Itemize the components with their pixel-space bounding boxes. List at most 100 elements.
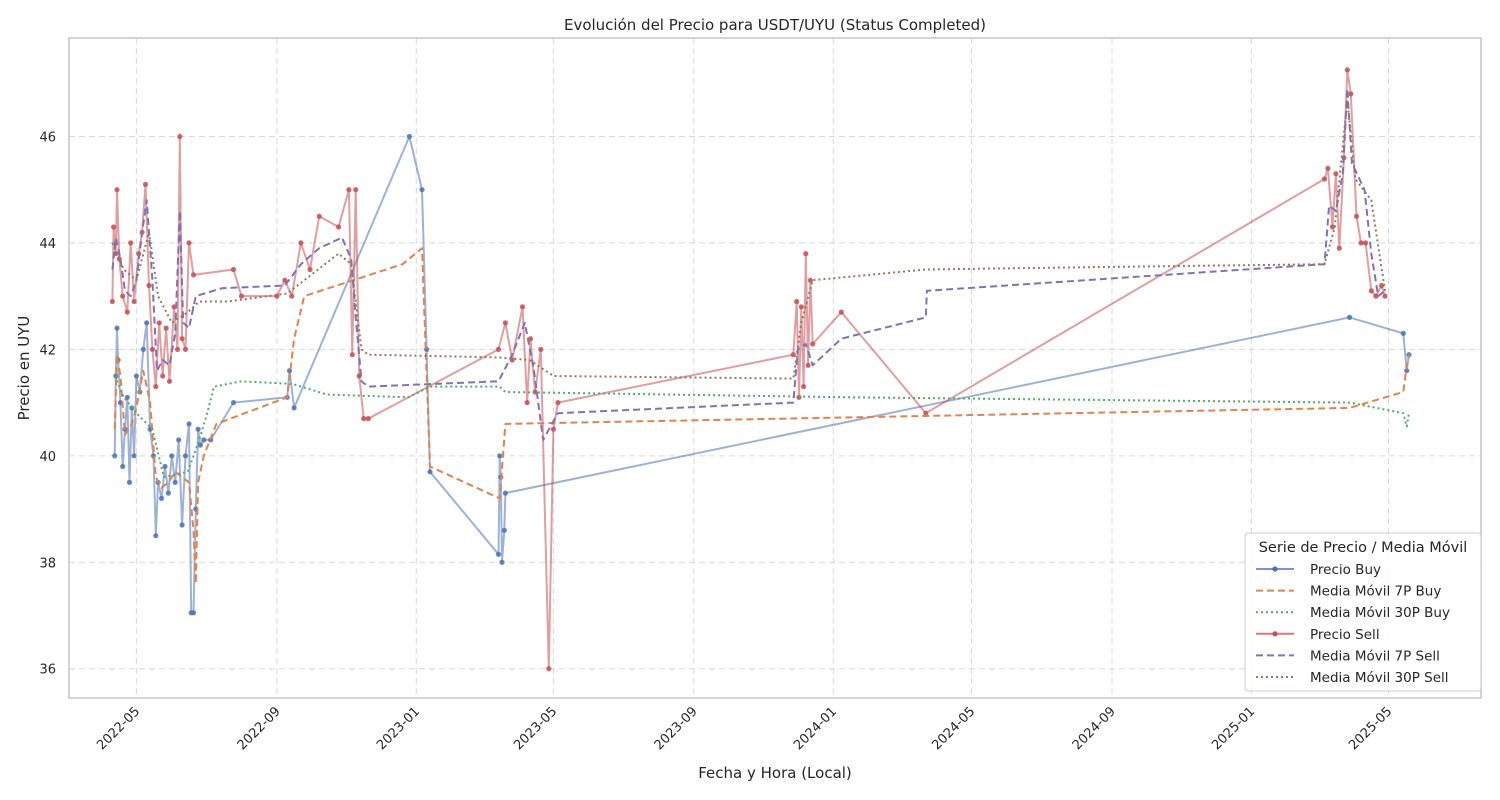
data-point — [807, 277, 814, 283]
data-point — [502, 490, 508, 496]
legend-label: Precio Buy — [1310, 562, 1381, 578]
data-point — [230, 400, 237, 406]
data-point — [349, 352, 355, 358]
data-point — [307, 266, 313, 273]
x-tick-label: 2024-05 — [929, 704, 978, 753]
plot-series — [109, 67, 1412, 672]
y-tick-label: 36 — [39, 663, 56, 678]
data-point — [495, 551, 502, 557]
data-point — [1379, 282, 1385, 289]
data-point — [190, 610, 197, 616]
data-point — [427, 469, 433, 475]
data-point — [353, 187, 359, 193]
data-point — [1363, 240, 1369, 246]
data-point — [794, 298, 800, 305]
data-point — [291, 405, 297, 411]
data-point — [114, 325, 120, 331]
legend: Serie de Precio / Media Móvil Precio Buy… — [1244, 532, 1482, 692]
data-point — [838, 309, 844, 315]
data-point — [499, 559, 505, 565]
series-precio-buy — [112, 133, 1412, 616]
series-precio-sell — [109, 67, 1388, 672]
data-point — [128, 240, 134, 246]
y-axis-title: Precio en UYU — [15, 316, 33, 421]
data-point — [176, 437, 182, 443]
x-tick-label: 2024-09 — [1070, 704, 1119, 753]
data-point — [162, 463, 168, 470]
data-point — [361, 416, 367, 422]
data-point — [126, 479, 133, 485]
data-point — [158, 495, 165, 501]
data-point — [179, 336, 185, 342]
data-point — [502, 320, 508, 326]
x-tick-label: 2025-05 — [1346, 704, 1395, 753]
data-point — [195, 426, 201, 432]
data-point — [805, 362, 811, 368]
y-axis-ticks: 36 38 40 42 44 46 — [39, 130, 56, 677]
data-point — [519, 304, 526, 310]
data-point — [160, 373, 166, 379]
data-point — [336, 224, 342, 230]
data-point — [346, 187, 352, 193]
data-point — [298, 240, 304, 246]
data-point — [146, 282, 152, 289]
legend-box — [1244, 532, 1482, 692]
legend-label: Media Móvil 7P Sell — [1310, 648, 1440, 664]
legend-items: Precio Buy Media Móvil 7P Buy Media Móvil … — [1256, 562, 1450, 686]
data-point — [182, 346, 189, 352]
x-tick-label: 2025-01 — [1209, 704, 1258, 753]
data-point — [131, 298, 137, 305]
data-point — [114, 187, 120, 193]
data-point — [131, 453, 137, 459]
series-media-movil-7p-buy — [113, 247, 1410, 585]
legend-label: Media Móvil 7P Buy — [1310, 584, 1441, 600]
series-media-movil-30p-buy — [113, 375, 1410, 479]
data-point — [550, 426, 557, 432]
data-point — [1373, 293, 1379, 299]
series-line — [111, 98, 1386, 380]
data-point — [1368, 288, 1374, 294]
data-point — [153, 533, 159, 539]
data-point — [1325, 165, 1331, 171]
x-tick-label: 2022-09 — [235, 704, 284, 753]
y-tick-label: 44 — [39, 237, 56, 252]
data-point — [201, 437, 207, 443]
data-point — [1336, 245, 1342, 251]
data-point — [790, 352, 796, 358]
data-point — [1333, 171, 1339, 177]
x-tick-label: 2023-05 — [511, 704, 560, 753]
legend-marker — [1272, 566, 1278, 572]
x-tick-label: 2023-09 — [652, 704, 701, 753]
legend-label: Precio Sell — [1310, 627, 1380, 643]
legend-label: Media Móvil 30P Sell — [1310, 670, 1449, 686]
data-point — [111, 224, 117, 230]
x-tick-label: 2023-01 — [374, 704, 423, 753]
data-point — [546, 666, 552, 672]
data-point — [524, 400, 530, 406]
data-point — [923, 410, 929, 416]
data-point — [186, 240, 192, 246]
series-line — [113, 135, 1410, 614]
data-point — [527, 336, 534, 342]
series-media-movil-30p-sell — [111, 98, 1386, 380]
data-point — [1348, 91, 1354, 97]
data-point — [133, 373, 139, 379]
series-media-movil-7p-sell — [111, 87, 1386, 441]
data-point — [144, 320, 150, 326]
data-point — [497, 453, 503, 459]
y-tick-label: 42 — [39, 343, 56, 358]
data-point — [165, 490, 171, 496]
x-axis-title: Fecha y Hora (Local) — [698, 764, 852, 782]
legend-item: Media Móvil 7P Sell — [1256, 648, 1440, 664]
data-point — [1400, 330, 1406, 336]
plot-area-frame — [68, 37, 1482, 699]
data-point — [419, 187, 425, 193]
data-point — [124, 309, 130, 315]
data-point — [238, 293, 245, 299]
data-point — [174, 346, 181, 352]
data-point — [142, 181, 149, 187]
legend-item: Media Móvil 30P Sell — [1256, 670, 1449, 686]
data-point — [120, 293, 126, 299]
legend-title: Serie de Precio / Media Móvil — [1259, 540, 1468, 556]
